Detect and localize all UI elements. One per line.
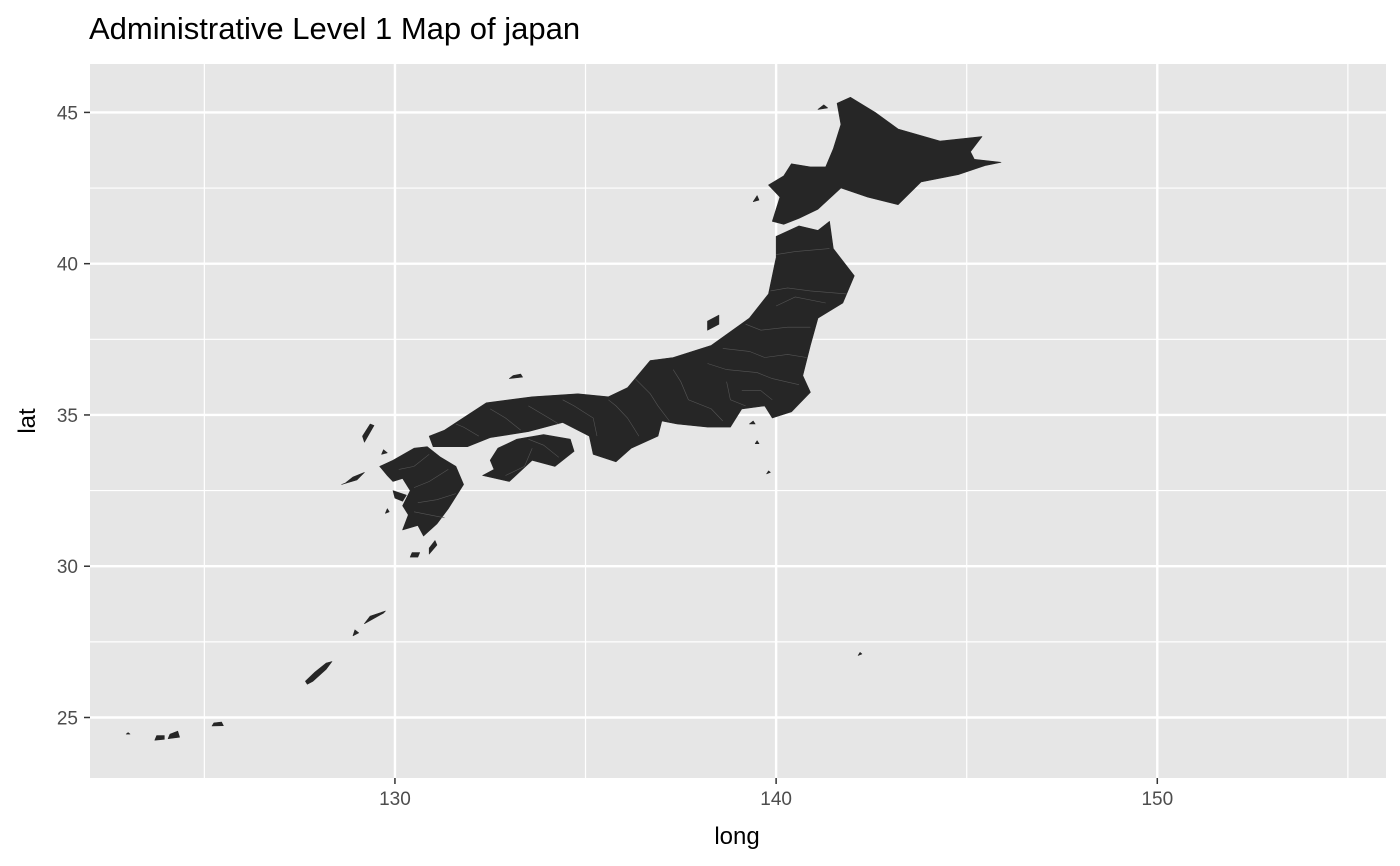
y-tick-label: 45: [57, 103, 78, 124]
region-tokunoshima: [352, 629, 359, 637]
prefecture-boundary: [562, 399, 598, 437]
y-tick-label: 35: [57, 406, 78, 427]
region-oki: [509, 373, 523, 379]
region-goto: [341, 472, 365, 485]
y-axis-title: lat: [14, 408, 41, 434]
prefecture-boundaries: [398, 248, 847, 519]
prefecture-boundary: [413, 469, 449, 488]
region-miyako: [211, 721, 224, 727]
region-hachijo: [766, 470, 771, 475]
prefecture-boundary: [634, 378, 670, 422]
page-title: Administrative Level 1 Map of japan: [89, 11, 580, 46]
region-yakushima: [409, 552, 420, 558]
prefecture-boundary: [775, 296, 826, 307]
region-yonaguni: [125, 732, 131, 735]
region-ishigaki: [167, 730, 180, 739]
prefecture-boundary: [528, 405, 559, 425]
prefecture-boundary: [672, 369, 724, 422]
prefecture-boundary: [776, 248, 830, 255]
x-axis: 130 140 150: [379, 778, 1173, 810]
region-amakusa: [392, 490, 407, 502]
prefecture-boundary: [745, 323, 811, 331]
plot-panel: [90, 64, 1386, 778]
region-tanegashima: [428, 540, 438, 555]
x-tick-label: 150: [1141, 789, 1173, 810]
region-rishiri: [817, 104, 828, 110]
x-tick-label: 130: [379, 789, 411, 810]
prefecture-boundary: [722, 348, 807, 358]
prefecture-boundary: [741, 390, 773, 401]
prefecture-boundary: [707, 363, 800, 385]
prefecture-boundary: [417, 493, 456, 503]
region-okushiri: [752, 195, 760, 202]
prefecture-boundary: [505, 448, 533, 476]
x-axis-title: long: [714, 823, 759, 850]
region-okinawa: [305, 661, 333, 685]
prefecture-boundary: [528, 438, 559, 458]
prefecture-boundary: [455, 423, 479, 437]
region-iki: [381, 449, 388, 455]
region-honshu: [428, 221, 855, 463]
prefecture-regions: [125, 97, 1002, 741]
y-tick-label: 30: [57, 557, 78, 578]
region-hokkaido: [768, 97, 1002, 225]
region-izu-oshima: [749, 420, 756, 425]
region-tsushima: [362, 423, 375, 443]
prefecture-boundary: [413, 511, 445, 519]
y-tick-label: 25: [57, 708, 78, 729]
prefecture-boundary: [726, 381, 746, 407]
prefecture-boundary: [398, 454, 430, 470]
region-iriomote: [154, 735, 165, 741]
region-miyakejima: [754, 440, 760, 444]
region-amami: [364, 610, 386, 624]
x-tick-label: 140: [760, 789, 792, 810]
region-sado: [707, 314, 720, 331]
region-chichijima: [857, 652, 863, 656]
y-axis: 25 30 35 40 45: [57, 103, 90, 729]
prefecture-boundary: [770, 287, 847, 295]
y-tick-label: 40: [57, 255, 78, 276]
prefecture-boundary: [608, 399, 640, 437]
region-koshikijima: [385, 508, 390, 514]
prefecture-boundary: [490, 408, 521, 431]
